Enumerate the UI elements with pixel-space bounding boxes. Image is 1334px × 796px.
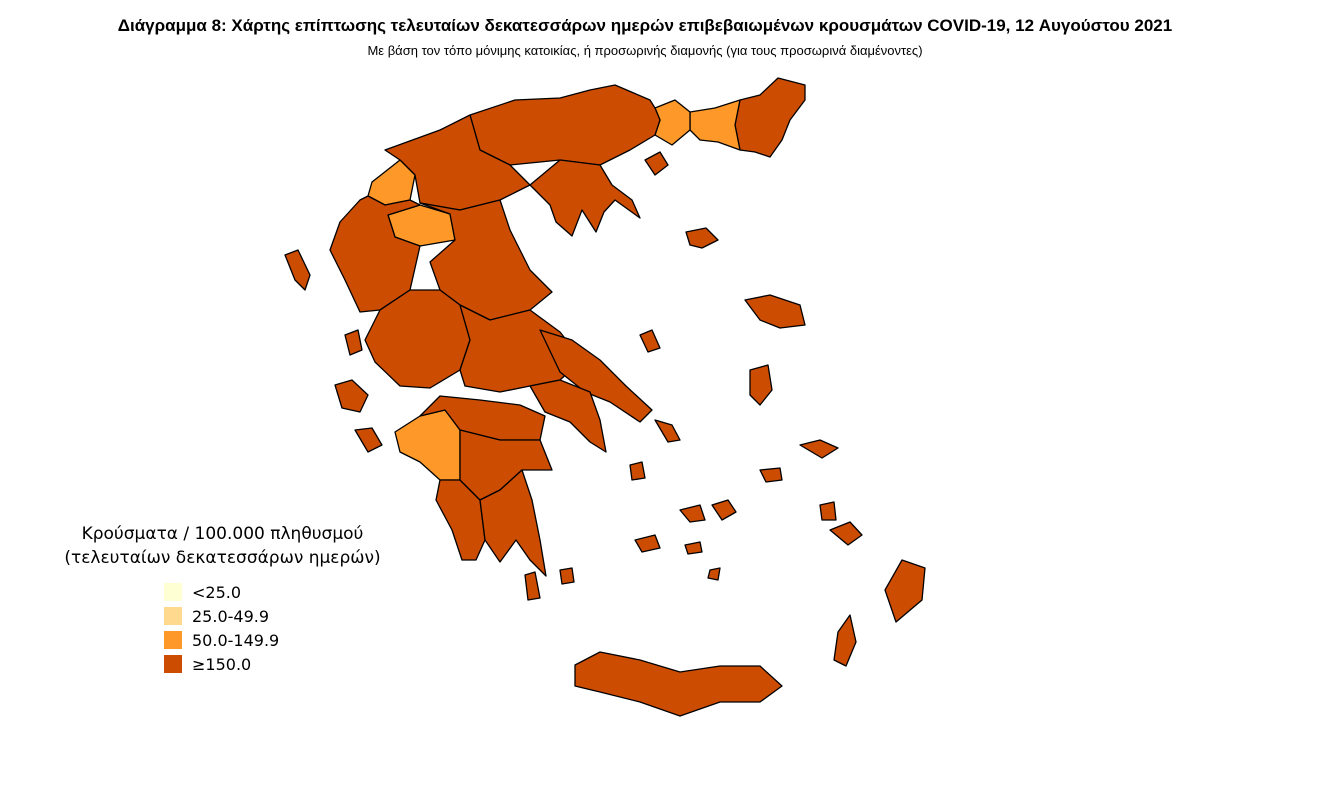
legend-label: ≥150.0 bbox=[192, 654, 252, 674]
region-islands bbox=[639, 329, 661, 353]
legend-swatch bbox=[164, 631, 182, 649]
legend-item: 25.0-49.9 bbox=[164, 604, 395, 628]
legend-swatch bbox=[164, 655, 182, 673]
region-islands bbox=[685, 227, 719, 249]
region-attica bbox=[529, 379, 607, 453]
legend-title-line2: (τελευταίων δεκατεσσάρων ημερών) bbox=[64, 548, 381, 568]
region-central-macedonia bbox=[469, 84, 661, 166]
region-islands bbox=[819, 501, 837, 521]
region-islands bbox=[744, 294, 806, 329]
map-title: Διάγραμμα 8: Χάρτης επίπτωσης τελευταίων… bbox=[117, 16, 1173, 35]
region-islands bbox=[829, 521, 863, 546]
legend-label: <25.0 bbox=[192, 582, 242, 602]
region-islands bbox=[759, 467, 783, 483]
region-islands bbox=[679, 504, 706, 523]
region-islands bbox=[559, 567, 575, 585]
region-achaia-corinthia bbox=[419, 395, 546, 441]
region-islands bbox=[749, 364, 773, 406]
region-islands bbox=[711, 499, 737, 521]
legend-label: 25.0-49.9 bbox=[192, 606, 270, 626]
region-laconia bbox=[479, 469, 547, 577]
legend-item: <25.0 bbox=[164, 580, 395, 604]
region-chalkidiki bbox=[529, 159, 641, 237]
region-evros bbox=[734, 77, 806, 158]
region-epirus bbox=[329, 195, 421, 313]
region-islands bbox=[354, 427, 383, 453]
map-subtitle: Με βάση τον τόπο μόνιμης κατοικίας, ή πρ… bbox=[367, 43, 923, 58]
region-islands bbox=[524, 571, 541, 601]
region-islands bbox=[644, 151, 669, 176]
region-islands bbox=[334, 379, 369, 413]
region-islands bbox=[634, 534, 661, 553]
legend-item: 50.0-149.9 bbox=[164, 628, 395, 652]
region-islands bbox=[284, 249, 311, 291]
legend-label: 50.0-149.9 bbox=[192, 630, 280, 650]
region-islands bbox=[707, 567, 721, 581]
legend: Κρούσματα / 100.000 πληθυσμού (τελευταίω… bbox=[50, 522, 395, 676]
region-islands bbox=[629, 461, 646, 481]
legend-item: ≥150.0 bbox=[164, 652, 395, 676]
region-xanthi-rodopi bbox=[689, 99, 741, 151]
region-islands bbox=[344, 329, 363, 356]
region-islands bbox=[833, 614, 857, 667]
region-crete bbox=[574, 651, 783, 717]
region-islands bbox=[799, 439, 839, 459]
region-kavala bbox=[654, 99, 691, 146]
region-ilia bbox=[394, 409, 461, 481]
region-euboea bbox=[539, 329, 653, 423]
region-islands bbox=[684, 541, 703, 555]
region-islands bbox=[654, 419, 681, 443]
legend-swatch bbox=[164, 607, 182, 625]
legend-swatch bbox=[164, 583, 182, 601]
legend-title-line1: Κρούσματα / 100.000 πληθυσμού bbox=[81, 524, 364, 544]
region-islands bbox=[884, 559, 926, 623]
